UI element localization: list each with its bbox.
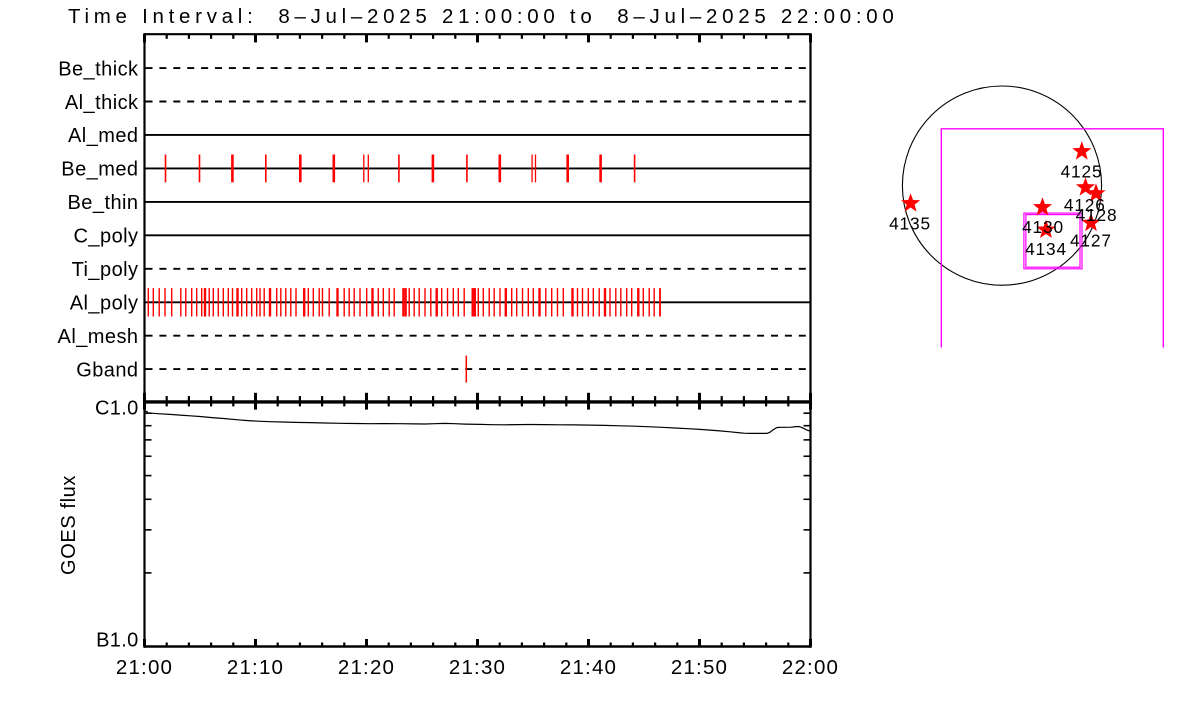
- svg-text:GOES flux: GOES flux: [58, 475, 80, 575]
- svg-text:21:50: 21:50: [671, 656, 728, 679]
- svg-text:4130: 4130: [1022, 217, 1064, 237]
- svg-text:Ti_poly: Ti_poly: [72, 259, 139, 281]
- svg-text:Be_thick: Be_thick: [58, 58, 139, 80]
- svg-text:B1.0: B1.0: [96, 630, 138, 652]
- svg-text:Al_med: Al_med: [68, 125, 139, 147]
- svg-text:Al_thick: Al_thick: [65, 92, 139, 114]
- svg-text:4127: 4127: [1070, 230, 1112, 250]
- svg-text:Gband: Gband: [76, 359, 138, 381]
- svg-text:22:00: 22:00: [782, 656, 839, 679]
- svg-text:21:40: 21:40: [560, 656, 617, 679]
- svg-text:C1.0: C1.0: [95, 397, 138, 419]
- svg-text:21:30: 21:30: [449, 656, 506, 679]
- svg-text:Al_poly: Al_poly: [70, 293, 139, 315]
- svg-text:21:00: 21:00: [116, 656, 173, 679]
- svg-text:4134: 4134: [1025, 239, 1067, 259]
- svg-text:4126: 4126: [1064, 195, 1106, 215]
- svg-text:Be_thin: Be_thin: [68, 192, 139, 214]
- svg-text:Time Interval: 8–Jul–2025 21:: Time Interval: 8–Jul–2025 21:00:00 to 8–…: [68, 5, 898, 28]
- svg-text:4128: 4128: [1076, 205, 1118, 225]
- svg-text:4125: 4125: [1061, 162, 1103, 182]
- svg-text:C_poly: C_poly: [74, 226, 139, 248]
- svg-text:21:20: 21:20: [338, 656, 395, 679]
- svg-text:Al_mesh: Al_mesh: [58, 326, 139, 348]
- svg-text:4135: 4135: [889, 214, 931, 234]
- svg-text:Be_med: Be_med: [61, 159, 138, 181]
- svg-text:21:10: 21:10: [227, 656, 284, 679]
